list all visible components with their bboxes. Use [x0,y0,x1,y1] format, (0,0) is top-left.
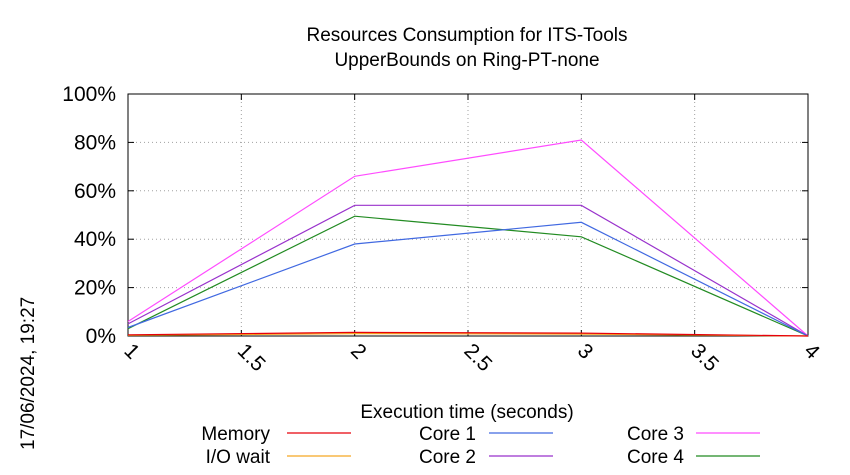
legend-label: Core 2 [419,447,476,468]
legend-label: I/O wait [206,447,271,468]
series-line-memory [127,331,809,337]
x-tick-label: 2.5 [459,339,496,376]
x-axis-label: Execution time (seconds) [360,402,573,423]
series-line-core-3 [127,139,809,337]
legend-label: Memory [201,424,270,445]
legend-label: Core 1 [419,424,476,445]
chart-subtitle: UpperBounds on Ring-PT-none [334,50,599,71]
x-tick-label: 1.5 [233,339,270,376]
legend-label: Core 3 [627,424,684,445]
series-line-core-1 [127,221,809,337]
series-group [127,139,809,337]
timestamp-label: 17/06/2024, 19:27 [18,297,39,450]
x-tick-label: 1 [119,339,144,364]
y-tick-label: 40% [74,228,116,251]
y-tick-label: 60% [74,180,116,203]
plot-frame [127,93,809,337]
chart-title-group: Resources Consumption for ITS-Tools Uppe… [306,25,627,71]
series-line-core-4 [127,215,809,337]
y-axis-ticks: 0% 20% 40% 60% 80% 100% [62,83,808,348]
chart-title: Resources Consumption for ITS-Tools [306,25,627,46]
series-line-core-2 [127,204,809,337]
y-tick-label: 100% [62,83,116,106]
x-tick-label: 4 [799,339,824,364]
y-tick-label: 80% [74,131,116,154]
y-tick-label: 0% [86,325,116,348]
legend-label: Core 4 [627,447,684,468]
x-tick-label: 3 [573,339,598,364]
y-tick-label: 20% [74,277,116,300]
x-tick-label: 2 [346,339,371,364]
x-tick-label: 3.5 [686,339,723,376]
grid [128,94,808,336]
